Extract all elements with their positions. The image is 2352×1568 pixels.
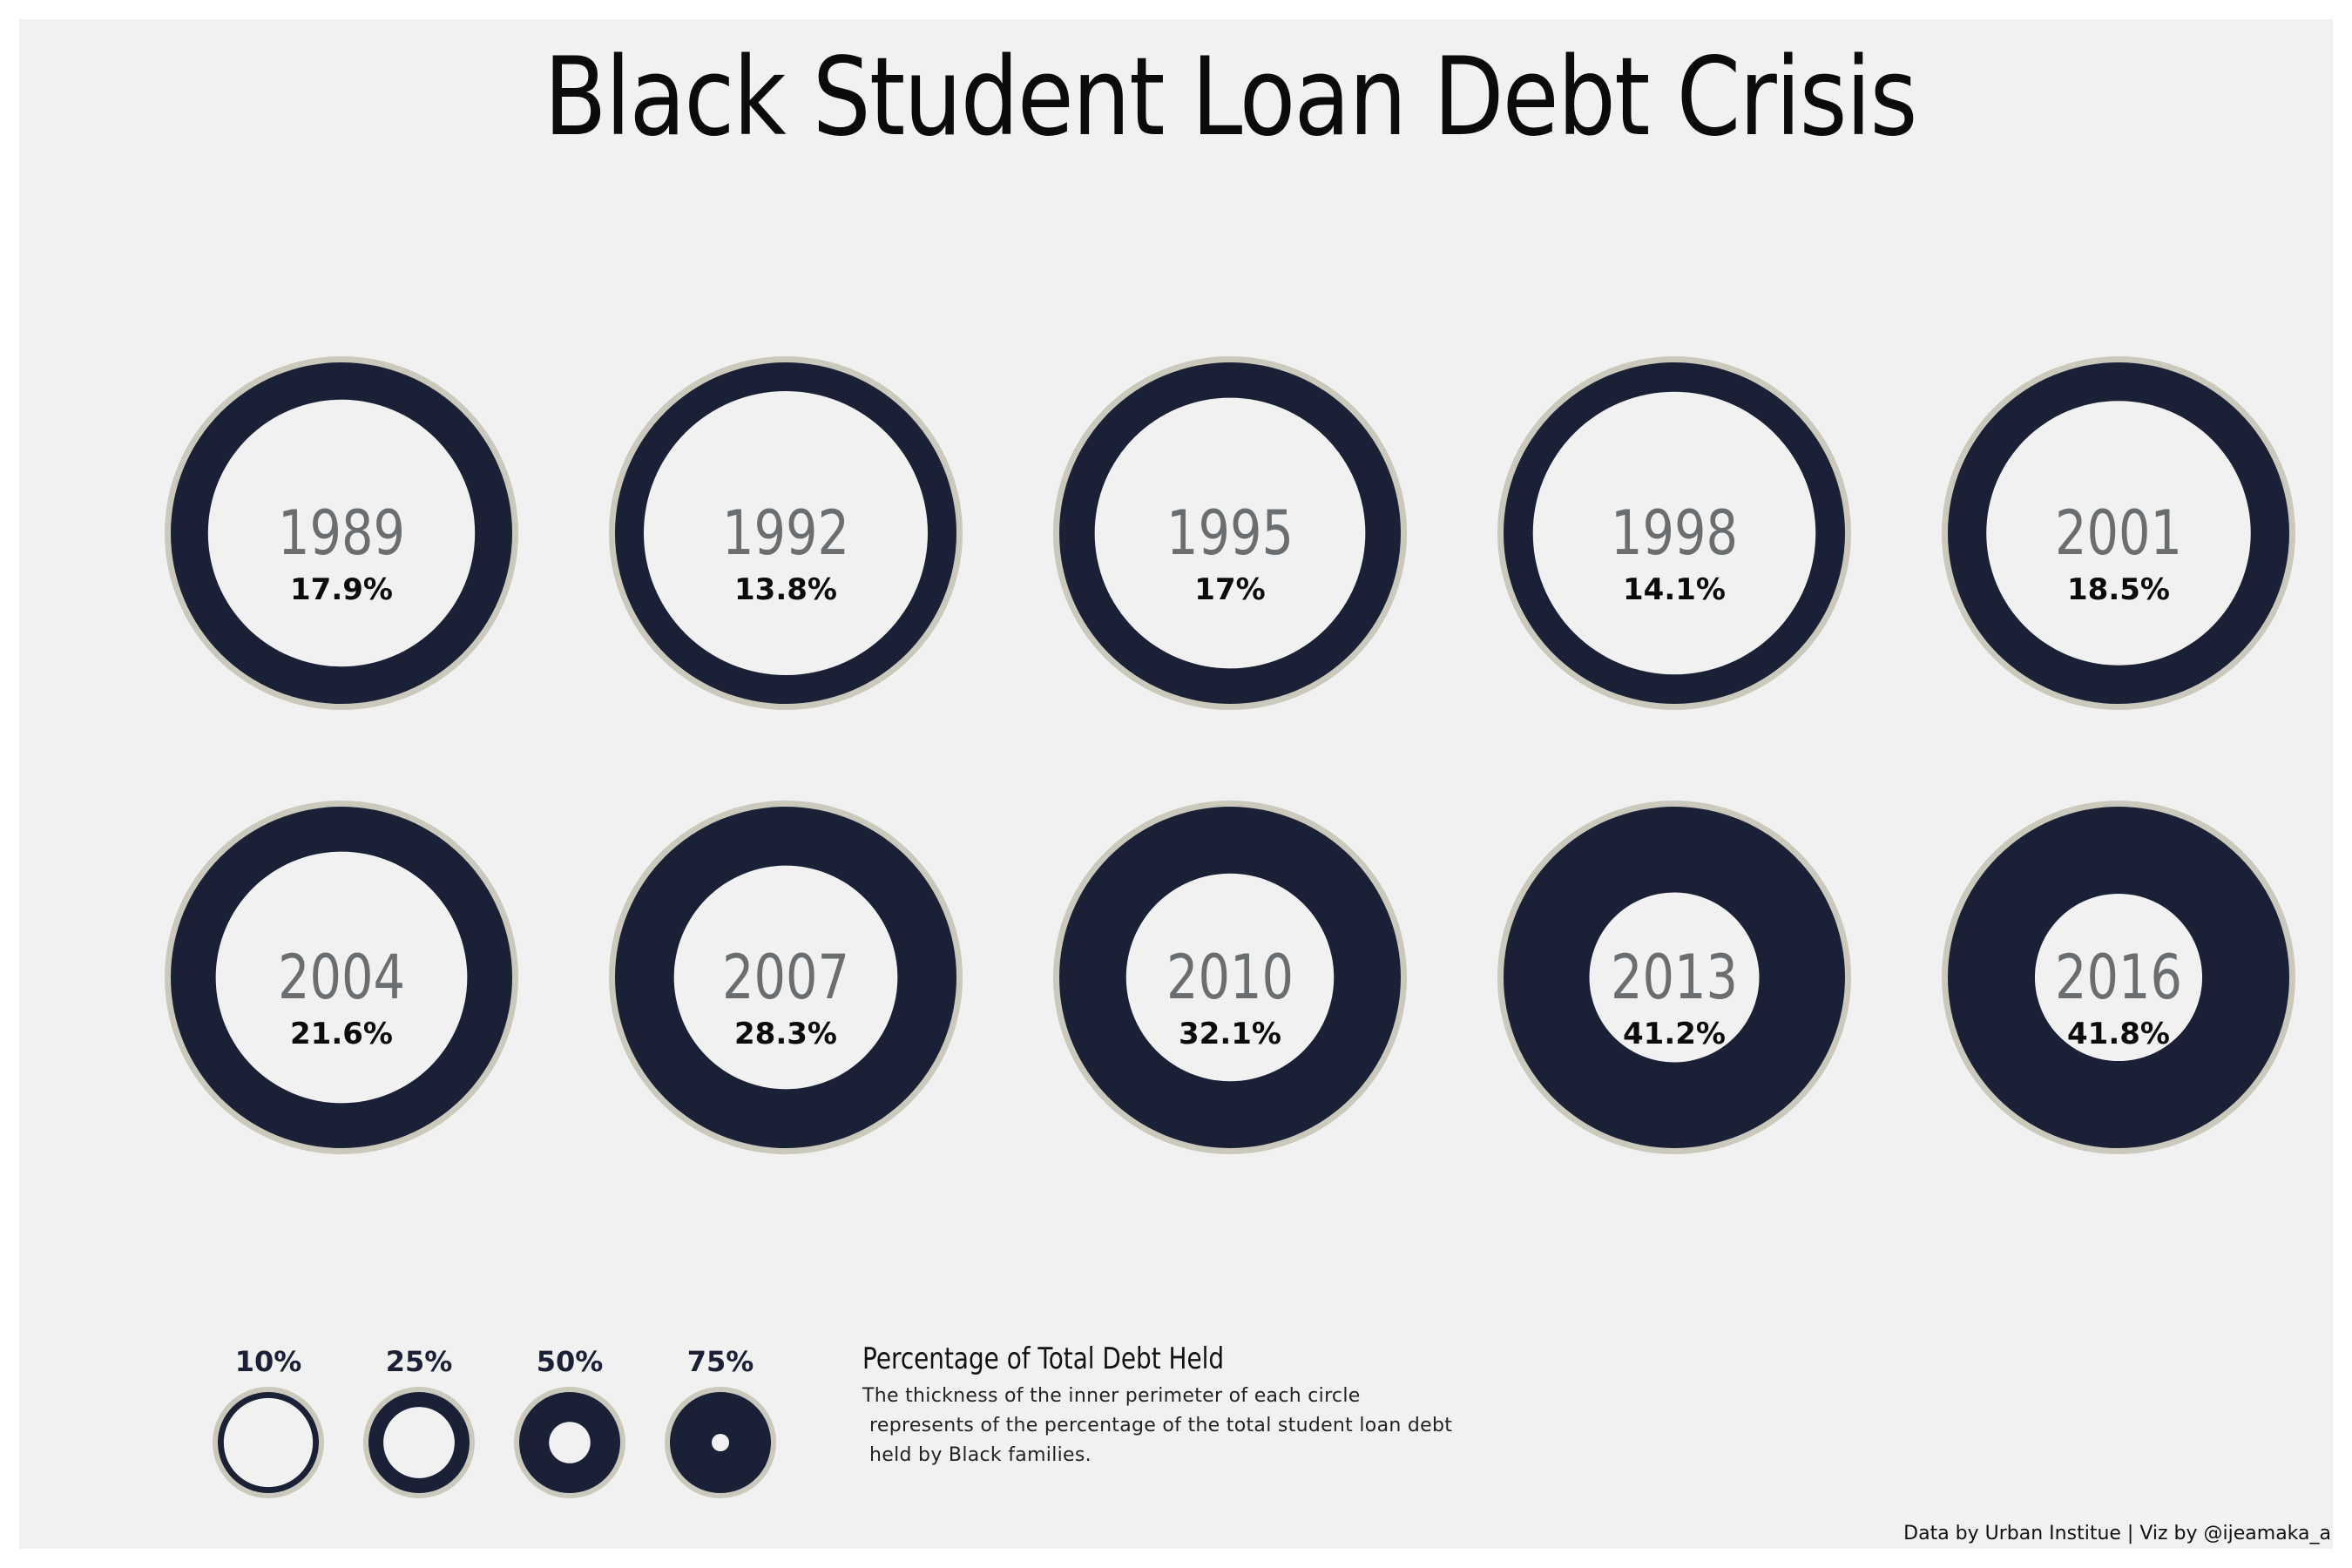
donut-year-label: 2016 [2055, 943, 2182, 1014]
donut-value-label: 14.1% [1623, 572, 1726, 607]
donut-value-label: 21.6% [290, 1017, 393, 1051]
donut-value-label: 28.3% [734, 1017, 837, 1051]
legend-value-label: 50% [537, 1345, 604, 1378]
donut-value-label: 13.8% [734, 572, 837, 607]
donut-year-label: 1995 [1166, 499, 1294, 570]
donut-year-label: 1992 [722, 499, 849, 570]
legend-title: Percentage of Total Debt Held [862, 1342, 1225, 1376]
donut-hole [207, 399, 476, 667]
legend-value-label: 10% [235, 1345, 302, 1378]
donut-year-label: 1989 [278, 499, 405, 570]
donut-hole [1532, 391, 1816, 675]
donut-hole [2034, 893, 2203, 1062]
donut-year-label: 1998 [1611, 499, 1738, 570]
donut-year-label: 2001 [2055, 499, 2182, 570]
legend-value-label: 75% [687, 1345, 754, 1378]
donut-hole [215, 851, 468, 1104]
credit-line: Data by Urban Institue | Viz by @ijeamak… [1903, 1523, 2331, 1544]
donut-year-label: 2004 [278, 943, 405, 1014]
donut-hole [1094, 397, 1366, 669]
donut-value-label: 18.5% [2067, 572, 2170, 607]
donut-year-label: 2007 [722, 943, 849, 1014]
legend-donut-hole [549, 1422, 591, 1463]
donut-hole [673, 865, 898, 1090]
donut-value-label: 17% [1194, 572, 1265, 607]
legend-description-line: represents of the percentage of the tota… [869, 1415, 1453, 1436]
donut-value-label: 41.2% [1623, 1017, 1726, 1051]
donut-hole [1589, 892, 1760, 1063]
legend-description-line: The thickness of the inner perimeter of … [862, 1385, 1361, 1407]
donut-hole [1125, 873, 1335, 1082]
legend-donut-hole [712, 1434, 729, 1451]
chart-panel [19, 19, 2333, 1549]
donut-year-label: 2013 [1611, 943, 1738, 1014]
donut-value-label: 17.9% [290, 572, 393, 607]
donut-value-label: 41.8% [2067, 1017, 2170, 1051]
donut-hole [643, 390, 929, 676]
chart-title: Black Student Loan Debt Crisis [544, 35, 1917, 160]
legend-value-label: 25% [386, 1345, 453, 1378]
legend-donut-hole [383, 1407, 455, 1478]
donut-value-label: 32.1% [1179, 1017, 1281, 1051]
donut-year-label: 2010 [1166, 943, 1294, 1014]
donut-hole [1986, 401, 2251, 666]
legend-description-line: held by Black families. [869, 1444, 1092, 1466]
legend-donut-hole [223, 1397, 314, 1488]
